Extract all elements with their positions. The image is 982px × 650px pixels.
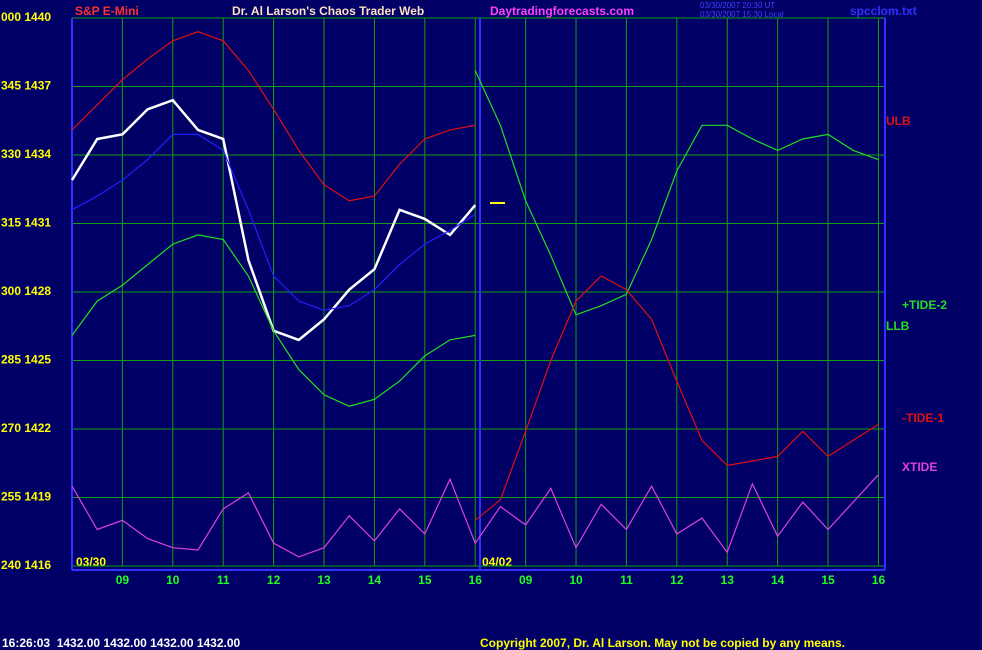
series-line — [71, 474, 879, 558]
legend-label: XTIDE — [902, 460, 937, 474]
timestamp: 03/30/2007 20:30 UT — [700, 1, 775, 10]
legend-label: LLB — [886, 319, 910, 333]
status-line: 16:26:03 1432.00 1432.00 1432.00 1432.00 — [2, 636, 241, 650]
symbol: S&P E-Mini — [75, 4, 139, 18]
x-tick-label: 10 — [569, 573, 583, 587]
series-line — [71, 234, 476, 407]
chart-title: Dr. Al Larson's Chaos Trader Web — [232, 4, 424, 18]
copyright: Copyright 2007, Dr. Al Larson. May not b… — [480, 636, 845, 650]
x-tick-label: 09 — [116, 573, 130, 587]
y-tick-label: 240 1416 — [1, 558, 51, 572]
x-tick-label: 15 — [821, 573, 835, 587]
series-line — [474, 275, 879, 521]
x-tick-label: 13 — [317, 573, 331, 587]
timestamp: 03/30/2007 15:30 Local — [700, 10, 784, 19]
y-tick-label: 315 1431 — [1, 216, 51, 230]
x-tick-label: 12 — [670, 573, 684, 587]
x-tick-label: 12 — [267, 573, 281, 587]
y-tick-label: 285 1425 — [1, 353, 51, 367]
y-tick-label: 345 1437 — [1, 79, 51, 93]
legend-label: -TIDE-1 — [902, 411, 944, 425]
y-tick-label: 330 1434 — [1, 147, 51, 161]
y-tick-label: 270 1422 — [1, 421, 51, 435]
x-tick-label: 09 — [519, 573, 533, 587]
y-tick-label: 255 1419 — [1, 490, 51, 504]
legend-label: ULB — [886, 114, 911, 128]
y-tick-label: 000 1440 — [1, 10, 51, 24]
y-tick-label: 300 1428 — [1, 284, 51, 298]
x-tick-label: 11 — [620, 573, 633, 587]
x-tick-label: 13 — [721, 573, 735, 587]
series-line — [71, 31, 476, 202]
x-tick-label: 15 — [418, 573, 432, 587]
series-line — [71, 133, 476, 311]
series-line — [474, 70, 879, 316]
legend-label: +TIDE-2 — [902, 298, 947, 312]
site: Daytradingforecasts.com — [490, 4, 634, 18]
day-label: 03/30 — [76, 555, 106, 569]
day-label: 04/02 — [482, 555, 512, 569]
file-name: spcclom.txt — [850, 4, 917, 18]
x-tick-label: 10 — [166, 573, 180, 587]
x-tick-label: 14 — [771, 573, 785, 587]
x-tick-label: 14 — [368, 573, 382, 587]
x-tick-label: 16 — [872, 573, 886, 587]
x-tick-label: 16 — [469, 573, 483, 587]
x-tick-label: 11 — [217, 573, 230, 587]
